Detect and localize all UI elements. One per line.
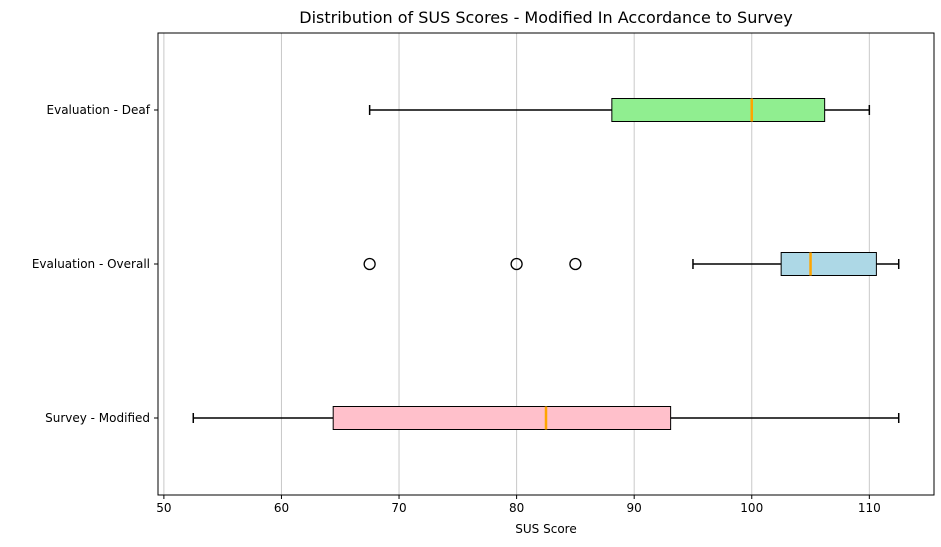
x-tick-label: 50	[156, 501, 171, 515]
x-tick-label: 60	[274, 501, 289, 515]
outlier-point	[510, 257, 523, 271]
x-axis-ticks: 50 60 70 80 90 100 110	[156, 495, 881, 515]
x-tick-label: 90	[627, 501, 642, 515]
box	[332, 406, 672, 430]
y-axis-ticks: Survey - Modified Evaluation - Overall Eva…	[32, 103, 158, 425]
outlier-point	[363, 257, 376, 271]
box	[611, 98, 826, 122]
box-group	[363, 252, 900, 276]
x-tick-label: 70	[391, 501, 406, 515]
box-plots	[192, 98, 900, 430]
x-tick-label: 110	[858, 501, 881, 515]
outlier-point	[569, 257, 582, 271]
y-tick-label: Survey - Modified	[45, 411, 150, 425]
box-group	[368, 98, 871, 122]
x-tick-label: 100	[740, 501, 763, 515]
y-tick-label: Evaluation - Deaf	[47, 103, 151, 117]
box	[780, 252, 877, 276]
y-tick-label: Evaluation - Overall	[32, 257, 150, 271]
x-axis-label: SUS Score	[515, 522, 577, 536]
x-tick-label: 80	[509, 501, 524, 515]
chart-title: Distribution of SUS Scores - Modified In…	[299, 8, 793, 27]
box-group	[192, 406, 900, 430]
